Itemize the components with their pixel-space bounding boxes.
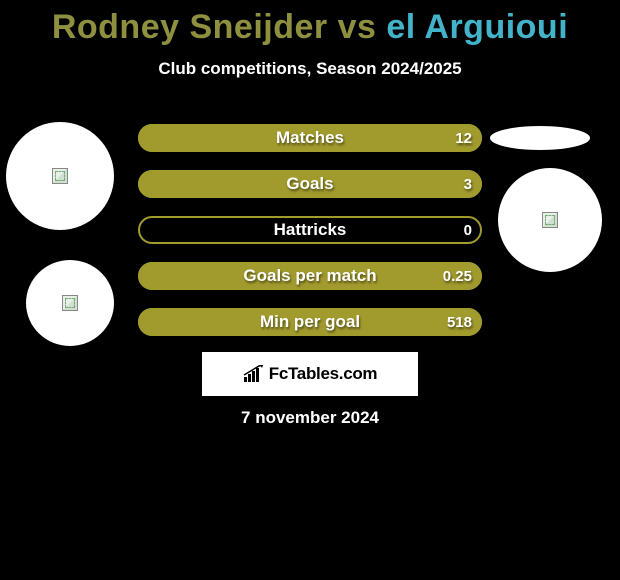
title-player2: el Arguioui: [386, 8, 568, 46]
player-avatar-top-left: [6, 122, 114, 230]
stat-bar-value-right: 518: [447, 314, 472, 331]
stat-bar-value-right: 12: [455, 130, 472, 147]
brand-box: FcTables.com: [202, 352, 418, 396]
stat-bar: Hattricks 0: [138, 216, 482, 244]
stat-bar-label: Hattricks: [274, 220, 347, 240]
brand-text: FcTables.com: [269, 364, 378, 384]
stat-bars: Matches 12 Goals 3 Hattricks 0 Goals per match…: [138, 124, 482, 354]
player-avatar-right: [498, 168, 602, 272]
stat-bar: Goals 3: [138, 170, 482, 198]
broken-image-icon: [542, 212, 558, 228]
stat-bar-label: Min per goal: [260, 312, 360, 332]
stat-bar-label: Goals per match: [243, 266, 376, 286]
stat-bar-label: Goals: [286, 174, 333, 194]
broken-image-icon: [52, 168, 68, 184]
title-vs: vs: [328, 8, 387, 46]
stat-bar-value-right: 3: [464, 176, 472, 193]
stat-bar-value-right: 0.25: [443, 268, 472, 285]
broken-image-icon: [62, 295, 78, 311]
stat-bar: Min per goal 518: [138, 308, 482, 336]
stat-bar: Matches 12: [138, 124, 482, 152]
date-label: 7 november 2024: [0, 408, 620, 428]
brand-chart-icon: [243, 365, 265, 383]
player-avatar-bottom-left: [26, 260, 114, 346]
stat-bar-value-right: 0: [464, 222, 472, 239]
title-player1: Rodney Sneijder: [52, 8, 328, 46]
stat-bar-label: Matches: [276, 128, 344, 148]
page-title: Rodney Sneijder vs el Arguioui: [0, 0, 620, 47]
subtitle: Club competitions, Season 2024/2025: [0, 59, 620, 79]
stat-bar: Goals per match 0.25: [138, 262, 482, 290]
decorative-ellipse: [490, 126, 590, 150]
